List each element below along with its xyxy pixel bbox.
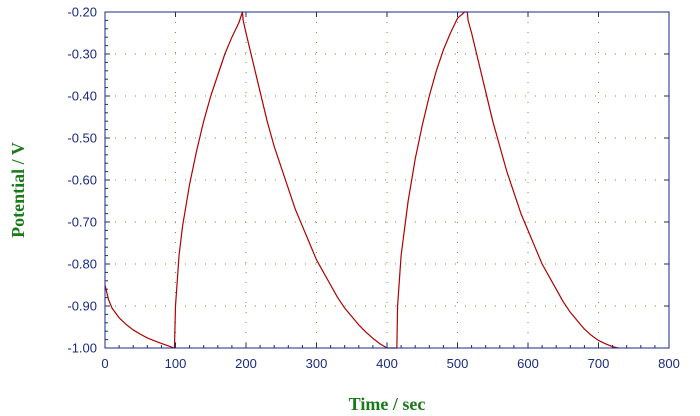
y-tick-label: -0.70	[67, 215, 97, 230]
x-tick-label: 600	[517, 356, 539, 371]
x-tick-labels: 0 100 200 300 400 500 600 700 800	[101, 356, 679, 371]
y-tick-label: -0.60	[67, 173, 97, 188]
y-tick-labels: -0.20 -0.30 -0.40 -0.50 -0.60 -0.70 -0.80 -0.90…	[67, 5, 97, 356]
series-layer	[104, 11, 619, 349]
y-tick-label: -0.80	[67, 257, 97, 272]
y-tick-label: -0.20	[67, 5, 97, 20]
y-axis-title: Potential / V	[8, 142, 28, 238]
grid-lines	[105, 12, 669, 348]
y-tick-label: -1.00	[67, 341, 97, 356]
x-tick-label: 300	[306, 356, 328, 371]
y-tick-label: -0.90	[67, 299, 97, 314]
y-tick-label: -0.30	[67, 47, 97, 62]
x-tick-label: 0	[101, 356, 108, 371]
x-tick-label: 200	[235, 356, 257, 371]
x-tick-label: 100	[165, 356, 187, 371]
potential-series-line	[104, 11, 619, 349]
x-tick-label: 800	[658, 356, 680, 371]
y-tick-label: -0.50	[67, 131, 97, 146]
x-axis-title: Time / sec	[349, 394, 426, 414]
tick-marks	[104, 11, 670, 349]
y-tick-label: -0.40	[67, 89, 97, 104]
x-tick-label: 500	[447, 356, 469, 371]
x-tick-label: 400	[376, 356, 398, 371]
x-tick-label: 700	[588, 356, 610, 371]
